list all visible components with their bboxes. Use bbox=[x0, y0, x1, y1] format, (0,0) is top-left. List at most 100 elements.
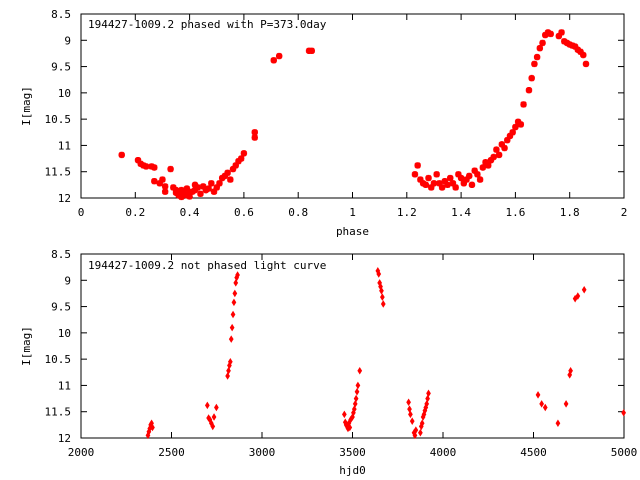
data-point bbox=[577, 48, 584, 56]
data-point bbox=[571, 43, 579, 50]
data-point bbox=[455, 171, 462, 178]
data-point bbox=[151, 177, 158, 185]
data-point bbox=[347, 423, 353, 432]
data-point bbox=[227, 358, 233, 366]
data-point bbox=[118, 151, 125, 159]
data-point bbox=[422, 181, 430, 189]
data-point bbox=[504, 136, 511, 144]
data-point bbox=[159, 176, 166, 183]
data-point bbox=[460, 180, 468, 187]
data-point bbox=[547, 30, 554, 38]
data-point bbox=[191, 181, 199, 189]
data-point bbox=[490, 153, 497, 161]
data-point bbox=[498, 141, 506, 148]
data-point bbox=[542, 403, 548, 412]
data-point bbox=[408, 410, 413, 419]
data-point bbox=[251, 129, 258, 136]
x-tick-label: 3500 bbox=[339, 446, 366, 459]
data-point bbox=[194, 184, 201, 191]
data-point bbox=[197, 190, 204, 197]
y-tick-label: 11 bbox=[58, 139, 71, 152]
data-point bbox=[380, 293, 385, 301]
data-point bbox=[233, 279, 239, 287]
data-point bbox=[235, 158, 242, 165]
x-tick-label: 0.6 bbox=[234, 206, 254, 219]
plot-title: 194427-1009.2 not phased light curve bbox=[88, 259, 326, 272]
data-point bbox=[447, 174, 454, 182]
data-point bbox=[449, 180, 457, 187]
data-point bbox=[558, 29, 565, 36]
data-point bbox=[485, 162, 492, 169]
data-point bbox=[205, 185, 212, 192]
y-tick-label: 10 bbox=[58, 87, 71, 100]
y-tick-label: 10 bbox=[58, 327, 71, 340]
data-point bbox=[525, 87, 533, 94]
data-point bbox=[178, 186, 185, 194]
data-point bbox=[213, 184, 220, 191]
data-point bbox=[406, 398, 411, 407]
data-point bbox=[235, 271, 240, 279]
data-point bbox=[228, 335, 234, 343]
data-point bbox=[308, 47, 315, 54]
y-tick-label: 9 bbox=[64, 274, 71, 287]
data-point bbox=[156, 180, 163, 187]
data-point bbox=[226, 366, 231, 375]
data-point bbox=[482, 159, 489, 166]
data-point bbox=[357, 366, 363, 375]
data-point bbox=[232, 289, 238, 298]
y-tick-label: 9.5 bbox=[51, 61, 71, 74]
data-point bbox=[355, 381, 361, 390]
data-point bbox=[221, 172, 229, 180]
data-point bbox=[581, 285, 587, 294]
data-point bbox=[512, 123, 519, 131]
data-point bbox=[191, 186, 199, 194]
data-point bbox=[376, 270, 382, 278]
data-point bbox=[575, 292, 581, 300]
x-tick-label: 2500 bbox=[158, 446, 185, 459]
x-tick-label: 0.8 bbox=[288, 206, 308, 219]
data-point bbox=[161, 183, 169, 190]
data-point bbox=[539, 39, 546, 47]
data-point bbox=[444, 181, 451, 189]
plot-title: 194427-1009.2 phased with P=373.0day bbox=[88, 18, 327, 31]
x-tick-label: 2 bbox=[621, 206, 628, 219]
data-point bbox=[495, 151, 503, 159]
data-point bbox=[412, 431, 418, 440]
data-point bbox=[539, 400, 544, 408]
data-point bbox=[237, 155, 245, 162]
y-tick-label: 12 bbox=[58, 432, 71, 445]
data-point bbox=[210, 422, 216, 431]
x-tick-label: 1.6 bbox=[505, 206, 525, 219]
x-axis-label: phase bbox=[336, 225, 369, 238]
y-tick-label: 11.5 bbox=[45, 166, 72, 179]
data-point bbox=[568, 366, 573, 375]
data-point bbox=[251, 134, 258, 141]
y-tick-label: 10.5 bbox=[45, 353, 72, 366]
data-point bbox=[232, 162, 239, 169]
data-point bbox=[471, 167, 478, 174]
data-point bbox=[441, 177, 449, 185]
data-point bbox=[342, 410, 347, 419]
data-point bbox=[150, 423, 155, 432]
data-point bbox=[218, 174, 226, 182]
data-point bbox=[353, 394, 359, 403]
x-tick-label: 3000 bbox=[249, 446, 276, 459]
data-point bbox=[463, 176, 470, 183]
data-point bbox=[151, 164, 158, 171]
y-axis-label: I[mag] bbox=[20, 86, 33, 126]
data-point bbox=[476, 176, 484, 183]
data-point bbox=[216, 180, 223, 187]
data-point bbox=[178, 193, 185, 201]
data-point bbox=[426, 389, 431, 398]
data-point bbox=[536, 44, 544, 52]
data-point bbox=[204, 401, 210, 410]
x-tick-label: 1 bbox=[349, 206, 356, 219]
data-point bbox=[214, 403, 219, 412]
data-point bbox=[436, 180, 443, 187]
data-point bbox=[413, 426, 419, 434]
data-point bbox=[231, 298, 237, 307]
y-tick-label: 8.5 bbox=[51, 248, 71, 261]
data-point bbox=[411, 171, 419, 178]
data-point bbox=[457, 174, 465, 182]
x-tick-label: 5000 bbox=[611, 446, 638, 459]
